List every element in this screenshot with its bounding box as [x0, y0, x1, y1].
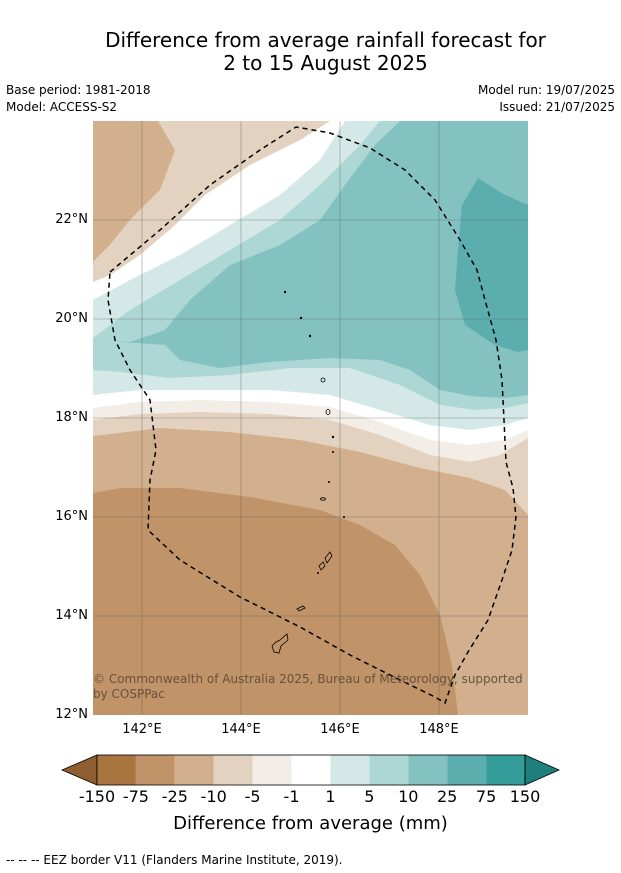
island-dot-4 — [331, 435, 335, 439]
island-guam — [271, 633, 289, 654]
colorbar-swatch-7 — [369, 755, 409, 785]
island-dot-3 — [308, 334, 312, 338]
colorbar-tick-label: 150 — [509, 787, 541, 806]
colorbar-title: Difference from average (mm) — [173, 813, 448, 834]
islands — [271, 290, 345, 654]
contour-dry-nw-inner — [93, 121, 330, 282]
colorbar-tick-label: -5 — [244, 787, 261, 806]
base-period: Base period: 1981-2018 — [6, 83, 151, 97]
colorbar-over-arrow — [524, 754, 560, 786]
lat-label-12n: 12°N — [55, 707, 88, 722]
lon-label-144e: 144°E — [221, 722, 261, 737]
map-title: Difference from average rainfall forecas… — [0, 29, 621, 75]
island-dot-2 — [299, 316, 303, 320]
lat-label-18n: 18°N — [55, 410, 88, 425]
colorbar-swatch-2 — [174, 755, 214, 785]
island-dot-8 — [316, 572, 319, 575]
colorbar-tick-label: 5 — [364, 787, 375, 806]
model-name: Model: ACCESS-S2 — [6, 100, 118, 114]
graticule — [93, 121, 528, 715]
eez-footnote: -- -- -- EEZ border V11 (Flanders Marine… — [6, 853, 343, 867]
contour-wet-25 — [93, 121, 528, 398]
colorbar-swatch-9 — [447, 755, 487, 785]
meta-left: Base period: 1981-2018 Model: ACCESS-S2 — [6, 82, 151, 116]
colorbar-swatch-3 — [213, 755, 253, 785]
lon-label-146e: 146°E — [320, 722, 360, 737]
colorbar-tick-label: 1 — [325, 787, 336, 806]
lon-label-142e: 142°E — [122, 722, 162, 737]
meta-right: Model run: 19/07/2025 Issued: 21/07/2025 — [478, 82, 615, 116]
title-line-2: 2 to 15 August 2025 — [223, 51, 428, 75]
issued-date: Issued: 21/07/2025 — [499, 100, 615, 114]
colorbar-swatch-1 — [135, 755, 175, 785]
colorbar-frame — [96, 754, 526, 786]
island-dot-1 — [283, 290, 287, 294]
lat-label-22n: 22°N — [55, 212, 88, 227]
colorbar-tick-label: -10 — [200, 787, 227, 806]
contour-wet-75 — [455, 178, 528, 352]
lat-label-14n: 14°N — [55, 608, 88, 623]
island-pagan — [325, 409, 331, 415]
island-rota — [296, 605, 306, 612]
title-line-1: Difference from average rainfall forecas… — [105, 28, 546, 52]
colorbar-tick-label: 75 — [475, 787, 497, 806]
contour-dry-nw — [93, 121, 280, 262]
colorbar-swatch-10 — [486, 755, 525, 785]
colorbar-under-arrow — [60, 754, 98, 786]
colorbar-tick-label: 25 — [436, 787, 458, 806]
model-run: Model run: 19/07/2025 — [477, 83, 615, 97]
colorbar-tick-label: -75 — [122, 787, 149, 806]
island-anatahan — [320, 497, 326, 501]
colorbar-swatch-4 — [252, 755, 292, 785]
lat-label-16n: 16°N — [55, 509, 88, 524]
colorbar-swatch-8 — [408, 755, 448, 785]
colorbar-tick-label: -150 — [78, 787, 116, 806]
colorbar-swatch-0 — [97, 755, 136, 785]
island-dot-7 — [342, 516, 345, 519]
colorbar-swatch-6 — [330, 755, 370, 785]
island-saipan — [324, 551, 333, 564]
island-agrihan — [320, 377, 326, 383]
copyright-notice: © Commonwealth of Australia 2025, Bureau… — [93, 672, 523, 701]
colorbar-tick-label: 10 — [398, 787, 419, 806]
colorbar — [60, 754, 560, 786]
lat-label-20n: 20°N — [55, 311, 88, 326]
lon-label-148e: 148°E — [419, 722, 459, 737]
colorbar-tick-label: -1 — [283, 787, 300, 806]
island-dot-5 — [331, 450, 334, 453]
eez-border — [107, 126, 517, 705]
colorbar-swatch-5 — [291, 755, 331, 785]
colorbar-tick-label: -25 — [161, 787, 188, 806]
island-dot-6 — [327, 480, 330, 483]
island-tinian — [318, 561, 326, 571]
